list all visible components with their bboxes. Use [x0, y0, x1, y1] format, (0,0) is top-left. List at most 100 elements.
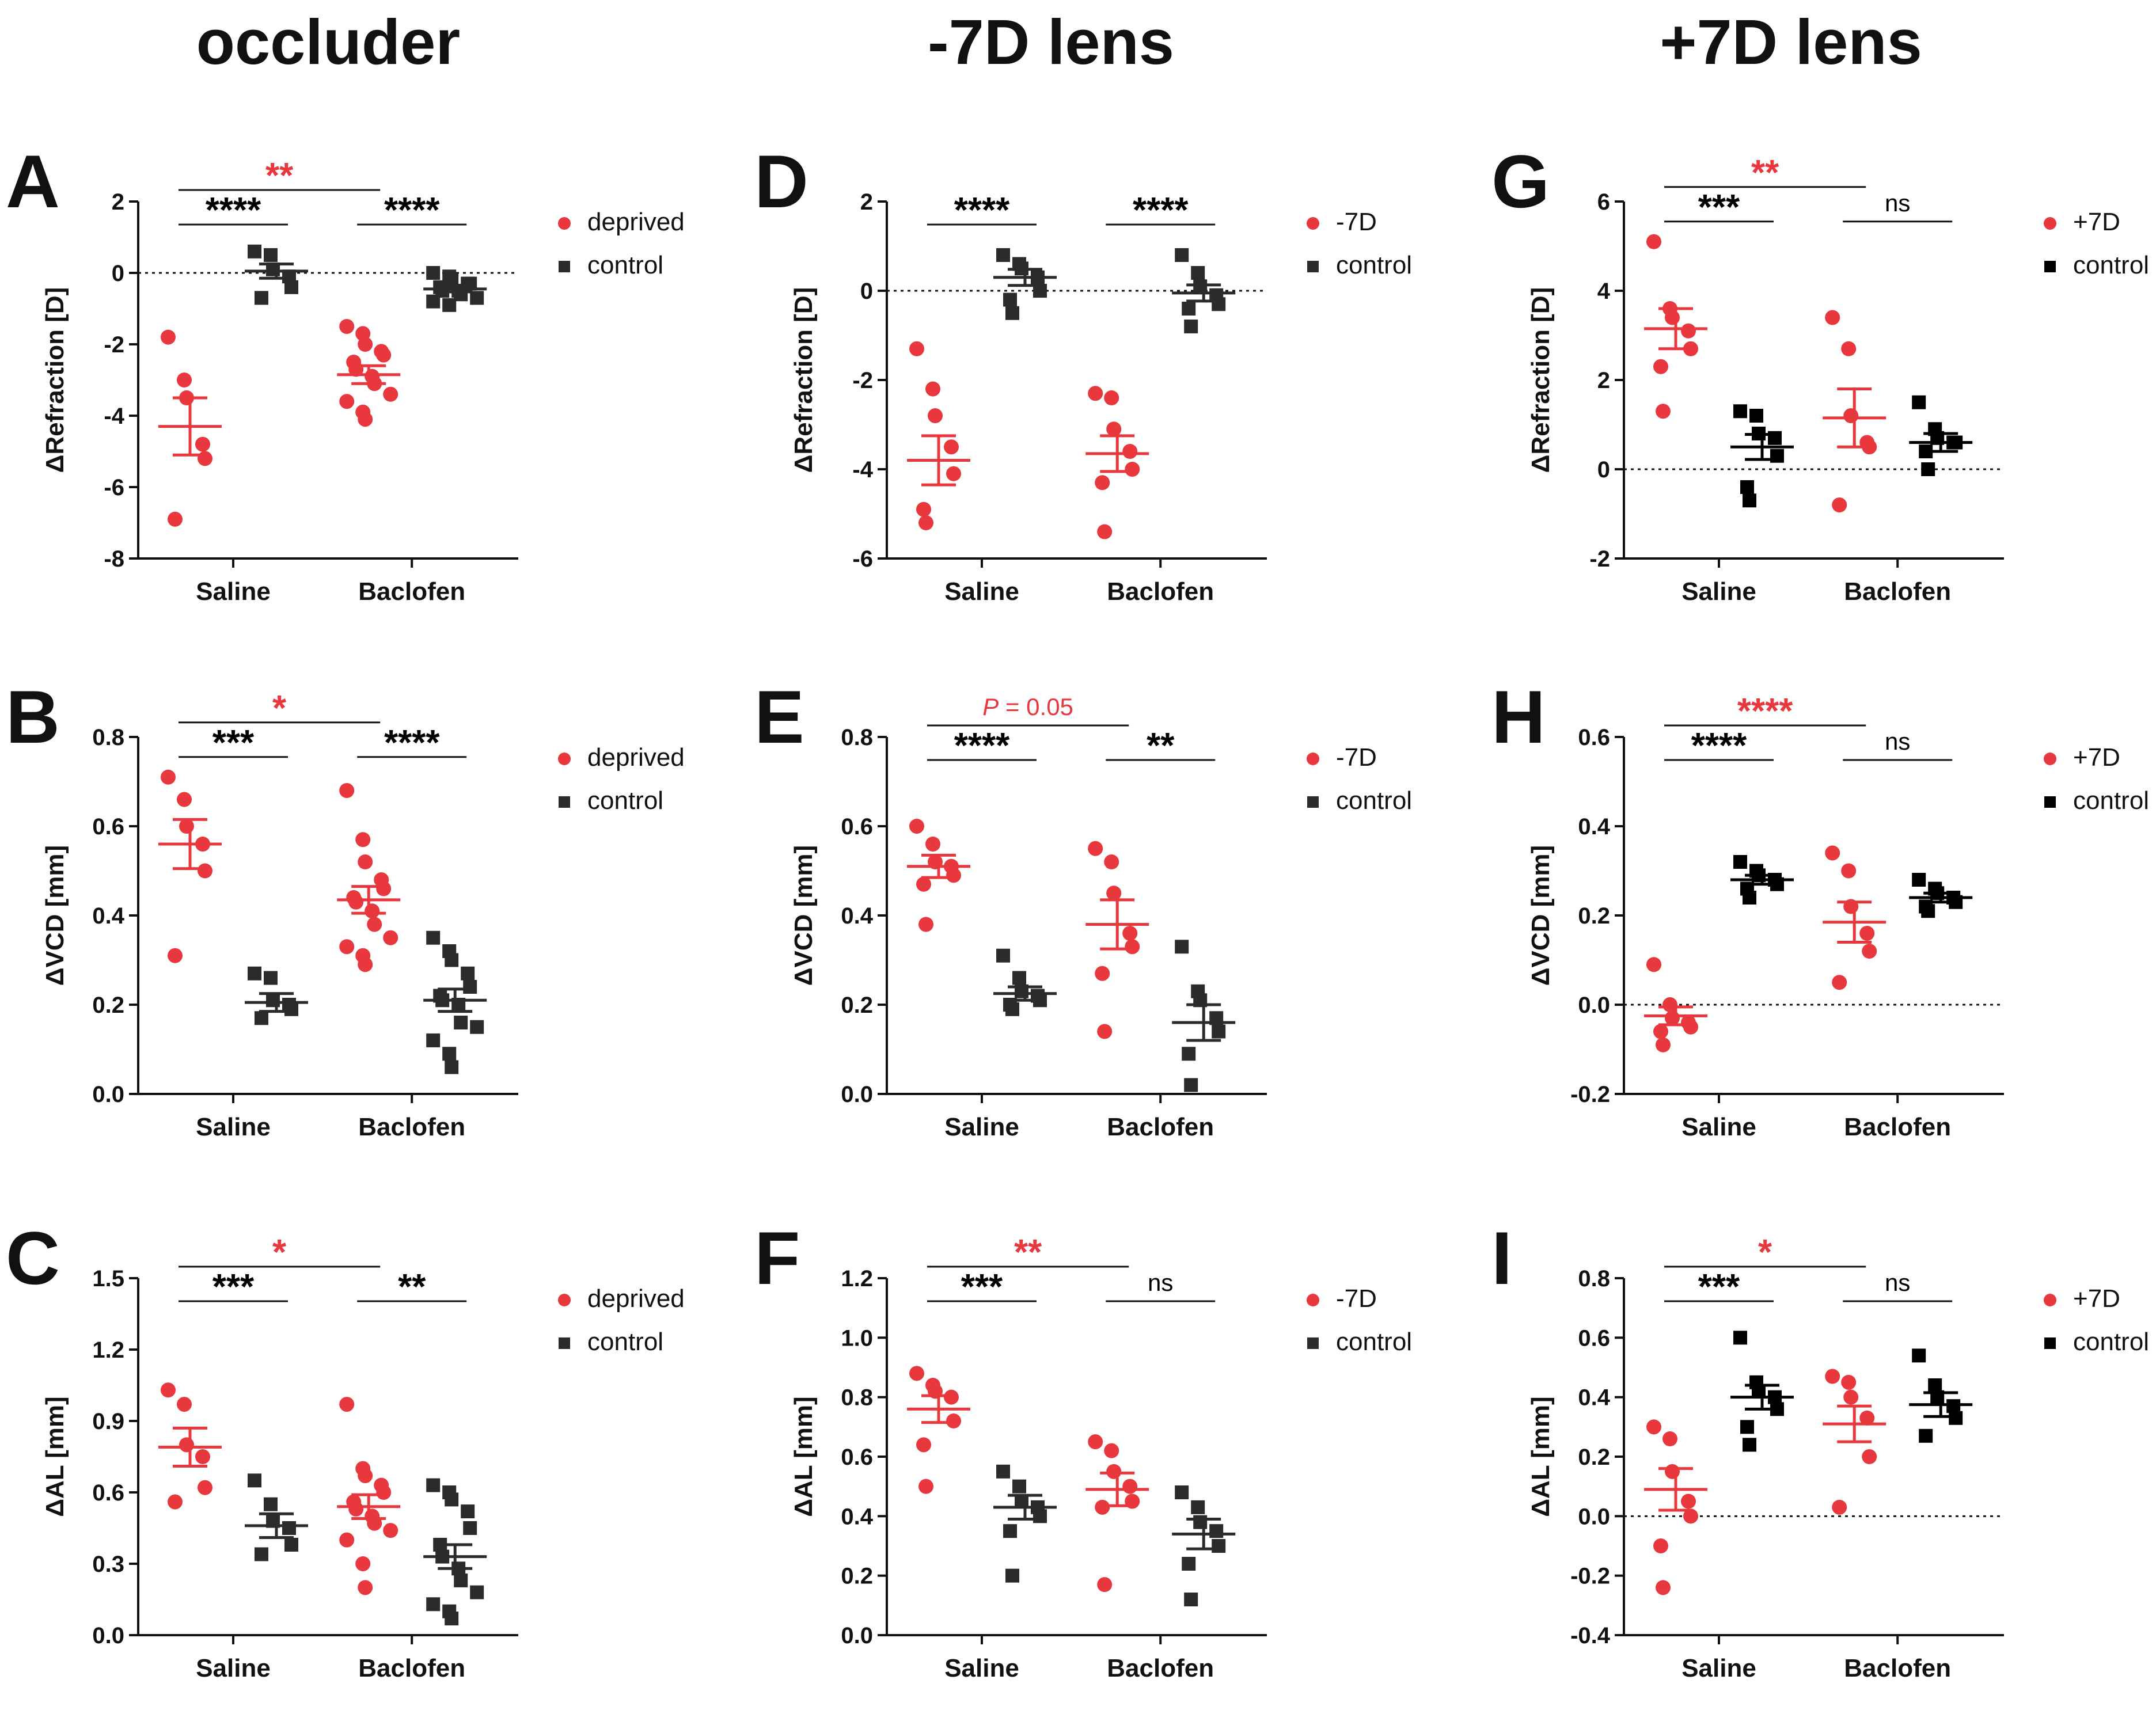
- y-tick-label: 1.5: [92, 1266, 124, 1291]
- data-point-7D-baclofen: [1825, 1369, 1840, 1384]
- data-point-7D-baclofen: [1859, 926, 1875, 941]
- y-axis-label: ΔAL [mm]: [41, 1396, 69, 1517]
- chart-G: -2 0 2 4 6 Saline Baclofen ΔRefraction [D] *** ns…: [1527, 153, 2149, 606]
- data-point-7D-saline: [1662, 1431, 1677, 1446]
- data-point-control-saline: [255, 1011, 268, 1025]
- y-axis-label: ΔRefraction [D]: [1527, 287, 1555, 473]
- y-tick-label: 6: [1597, 189, 1610, 215]
- data-point-7D-saline: [909, 819, 924, 834]
- y-tick-label: 0.6: [92, 1480, 124, 1506]
- y-tick-label: 0.4: [841, 903, 873, 929]
- x-tick-label: Baclofen: [358, 1654, 465, 1682]
- y-tick-label: 0.0: [92, 1082, 124, 1107]
- legend-marker-control: [1307, 1337, 1319, 1349]
- data-point-7D-saline: [1653, 1024, 1668, 1039]
- y-axis-label: ΔVCD [mm]: [41, 845, 69, 986]
- data-point-control-baclofen: [1184, 1593, 1198, 1606]
- significance-label: **: [1751, 153, 1779, 193]
- data-point-deprived-saline: [179, 819, 194, 834]
- data-point-7D-saline: [909, 341, 924, 356]
- data-point-7D-saline: [916, 501, 931, 517]
- legend-marker-7D: [2044, 753, 2056, 765]
- x-tick-label: Saline: [1681, 1113, 1756, 1141]
- data-point-deprived-saline: [195, 436, 210, 452]
- legend-marker-control: [2044, 1337, 2056, 1349]
- data-point-deprived-baclofen: [358, 1468, 373, 1484]
- data-point-7D-saline: [946, 1413, 961, 1428]
- data-point-control-saline: [1005, 1568, 1019, 1583]
- y-tick-label: -0.4: [1570, 1623, 1611, 1648]
- data-point-deprived-baclofen: [383, 386, 398, 402]
- data-point-control-saline: [1743, 1438, 1756, 1452]
- data-point-7D-saline: [946, 868, 961, 883]
- y-tick-label: 0.2: [841, 993, 873, 1018]
- data-point-control-baclofen: [1182, 1557, 1196, 1571]
- significance-label: ****: [1691, 726, 1747, 766]
- data-point-control-saline: [264, 971, 278, 985]
- y-tick-label: 4: [1597, 279, 1611, 304]
- legend-marker-control: [559, 261, 570, 272]
- data-point-7D-baclofen: [1125, 939, 1140, 955]
- data-point-deprived-baclofen: [355, 1556, 371, 1571]
- significance-label: ***: [1698, 188, 1740, 227]
- significance-label: **: [398, 1267, 426, 1307]
- y-tick-label: 0.6: [1578, 725, 1610, 750]
- y-axis-label: ΔAL [mm]: [1527, 1396, 1555, 1517]
- data-point-7D-baclofen: [1095, 475, 1110, 491]
- data-point-control-baclofen: [1209, 1524, 1224, 1538]
- data-point-7D-saline: [944, 439, 959, 455]
- significance-label: ***: [212, 723, 255, 763]
- y-axis-label: ΔVCD [mm]: [789, 845, 818, 986]
- data-point-deprived-baclofen: [376, 1485, 392, 1500]
- y-axis-label: ΔAL [mm]: [789, 1396, 818, 1517]
- y-tick-label: 0.6: [841, 1445, 873, 1470]
- significance-label: *: [272, 1233, 287, 1272]
- data-point-7D-baclofen: [1104, 1443, 1119, 1458]
- legend-label: deprived: [587, 1285, 685, 1313]
- y-tick-label: -4: [104, 404, 124, 429]
- legend-marker-control: [1307, 261, 1319, 272]
- legend-label: control: [2073, 251, 2149, 279]
- x-tick-label: Baclofen: [358, 1113, 465, 1141]
- data-point-control-baclofen: [426, 1597, 441, 1612]
- data-point-deprived-saline: [161, 769, 176, 785]
- significance-label-italic: P: [982, 693, 999, 720]
- data-point-control-saline: [1743, 493, 1756, 508]
- data-point-7D-baclofen: [1088, 841, 1103, 856]
- x-tick-label: Saline: [1681, 577, 1756, 606]
- data-point-control-baclofen: [461, 1504, 475, 1519]
- legend-label: -7D: [1336, 1285, 1377, 1313]
- data-point-7D-saline: [918, 917, 933, 932]
- data-point-7D-baclofen: [1097, 524, 1113, 539]
- x-tick-label: Saline: [196, 1113, 271, 1141]
- legend-label: control: [2073, 786, 2149, 815]
- legend-marker-control: [2044, 796, 2056, 808]
- y-tick-label: 0.3: [92, 1552, 124, 1577]
- data-point-7D-baclofen: [1097, 1577, 1113, 1593]
- data-point-control-saline: [282, 1521, 296, 1535]
- data-point-7D-saline: [1653, 359, 1668, 374]
- data-point-control-saline: [1740, 480, 1754, 494]
- data-point-7D-baclofen: [1843, 1389, 1859, 1405]
- panel-I: I -0.4 -0.2 0.0 0.2 0.4 0.6 0.8 Saline Baclofen ΔA…: [1486, 1192, 2156, 1710]
- data-point-control-baclofen: [454, 1573, 468, 1587]
- column-title-occluder: occluder: [196, 7, 461, 78]
- data-point-control-saline: [1733, 404, 1747, 419]
- chart-A: -8 -6 -4 -2 0 2 Saline Baclofen ΔRefraction [D] *…: [41, 156, 685, 606]
- data-point-deprived-baclofen: [358, 412, 373, 427]
- y-tick-label: 0.0: [841, 1623, 873, 1648]
- y-tick-label: -6: [104, 475, 124, 500]
- panel-letter: G: [1491, 139, 1550, 223]
- x-tick-label: Saline: [944, 1654, 1019, 1682]
- data-point-deprived-baclofen: [348, 894, 364, 910]
- significance-label: ****: [954, 191, 1010, 230]
- x-tick-label: Saline: [196, 577, 271, 606]
- legend-marker-deprived: [558, 217, 571, 230]
- panel-letter: A: [6, 139, 60, 223]
- y-tick-label: 0.2: [92, 993, 124, 1018]
- y-tick-label: 2: [860, 189, 873, 215]
- significance-label: ****: [1133, 191, 1189, 230]
- legend-label: control: [587, 251, 663, 279]
- data-point-7D-baclofen: [1106, 1464, 1122, 1479]
- data-point-control-baclofen: [461, 966, 475, 981]
